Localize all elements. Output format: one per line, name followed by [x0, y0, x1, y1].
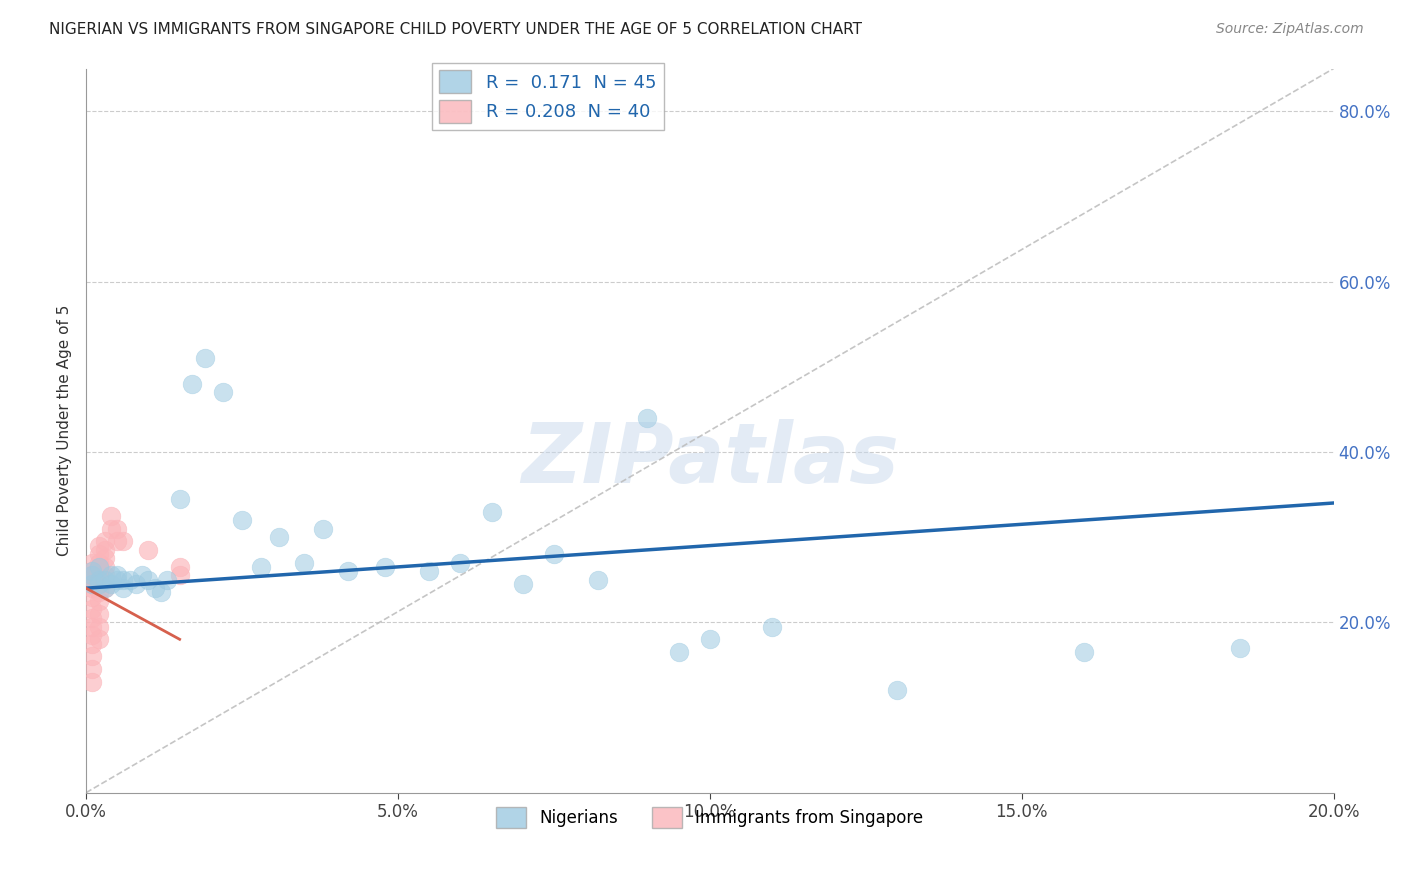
Point — [418, 564, 440, 578]
Point — [82, 577, 104, 591]
Text: NIGERIAN VS IMMIGRANTS FROM SINGAPORE CHILD POVERTY UNDER THE AGE OF 5 CORRELATI: NIGERIAN VS IMMIGRANTS FROM SINGAPORE CH… — [49, 22, 862, 37]
Point — [125, 577, 148, 591]
Point — [292, 556, 315, 570]
Point — [1073, 645, 1095, 659]
Point — [131, 568, 153, 582]
Point — [138, 542, 160, 557]
Point — [82, 674, 104, 689]
Point — [82, 564, 104, 578]
Point — [100, 568, 122, 582]
Point — [699, 632, 721, 647]
Point — [112, 534, 135, 549]
Point — [481, 504, 503, 518]
Point — [82, 628, 104, 642]
Point — [82, 568, 104, 582]
Point — [82, 581, 104, 595]
Point — [337, 564, 360, 578]
Point — [886, 683, 908, 698]
Point — [637, 410, 659, 425]
Point — [112, 581, 135, 595]
Point — [87, 577, 110, 591]
Point — [105, 534, 128, 549]
Point — [138, 573, 160, 587]
Point — [82, 577, 104, 591]
Point — [82, 662, 104, 676]
Point — [312, 522, 335, 536]
Point — [82, 556, 104, 570]
Y-axis label: Child Poverty Under the Age of 5: Child Poverty Under the Age of 5 — [58, 305, 72, 557]
Point — [94, 581, 117, 595]
Point — [543, 547, 565, 561]
Point — [87, 539, 110, 553]
Point — [82, 636, 104, 650]
Point — [105, 573, 128, 587]
Point — [761, 619, 783, 633]
Point — [87, 594, 110, 608]
Point — [100, 508, 122, 523]
Point — [87, 547, 110, 561]
Point — [143, 581, 166, 595]
Point — [82, 611, 104, 625]
Point — [82, 573, 104, 587]
Point — [94, 542, 117, 557]
Point — [94, 581, 117, 595]
Point — [82, 590, 104, 604]
Point — [449, 556, 471, 570]
Point — [231, 513, 253, 527]
Point — [105, 522, 128, 536]
Point — [112, 573, 135, 587]
Point — [87, 632, 110, 647]
Point — [87, 556, 110, 570]
Point — [169, 491, 191, 506]
Point — [94, 568, 117, 582]
Point — [87, 560, 110, 574]
Point — [512, 577, 534, 591]
Point — [181, 376, 204, 391]
Point — [169, 560, 191, 574]
Text: Source: ZipAtlas.com: Source: ZipAtlas.com — [1216, 22, 1364, 37]
Point — [87, 607, 110, 621]
Point — [87, 619, 110, 633]
Point — [249, 560, 271, 574]
Point — [668, 645, 690, 659]
Point — [94, 560, 117, 574]
Point — [100, 577, 122, 591]
Point — [100, 522, 122, 536]
Point — [87, 577, 110, 591]
Legend: Nigerians, Immigrants from Singapore: Nigerians, Immigrants from Singapore — [489, 800, 929, 835]
Point — [586, 573, 609, 587]
Point — [194, 351, 217, 366]
Point — [94, 551, 117, 566]
Point — [82, 564, 104, 578]
Point — [169, 568, 191, 582]
Point — [149, 585, 172, 599]
Point — [87, 585, 110, 599]
Point — [82, 602, 104, 616]
Point — [118, 573, 141, 587]
Point — [105, 568, 128, 582]
Point — [212, 385, 235, 400]
Point — [82, 619, 104, 633]
Point — [156, 573, 179, 587]
Point — [87, 568, 110, 582]
Point — [374, 560, 396, 574]
Point — [82, 568, 104, 582]
Point — [94, 534, 117, 549]
Point — [1229, 640, 1251, 655]
Point — [94, 573, 117, 587]
Point — [82, 649, 104, 664]
Text: ZIPatlas: ZIPatlas — [520, 419, 898, 500]
Point — [87, 560, 110, 574]
Point — [87, 573, 110, 587]
Point — [269, 530, 291, 544]
